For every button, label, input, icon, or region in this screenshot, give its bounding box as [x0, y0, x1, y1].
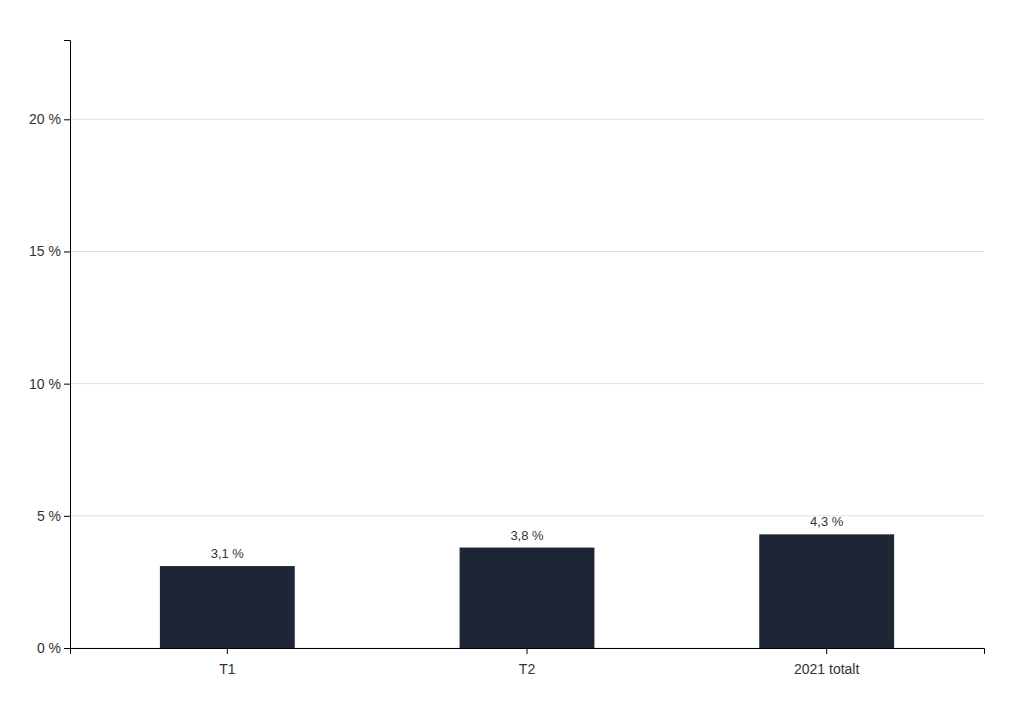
- plot-area: 0 %5 %10 %15 %20 %T1T22021 totalt3,1 %3,…: [29, 41, 984, 677]
- y-tick-mark: [64, 384, 70, 385]
- y-tick-mark: [64, 251, 70, 252]
- bar: [460, 548, 595, 648]
- x-tick-label: T2: [519, 661, 536, 677]
- data-label: 3,1 %: [211, 546, 245, 561]
- x-axis: T1 T2 2021 totalt: [71, 648, 985, 677]
- bar: [759, 534, 894, 648]
- y-tick-label: 0 %: [37, 640, 61, 656]
- y-tick-label: 10 %: [29, 376, 61, 392]
- y-tick-label: 20 %: [29, 111, 61, 127]
- grid-line: [70, 383, 984, 384]
- grid-line: [70, 515, 984, 516]
- x-tick-mark: [527, 648, 528, 654]
- x-tick-label: T1: [219, 661, 236, 677]
- grid: [70, 119, 984, 648]
- x-tick-mark: [227, 648, 228, 654]
- y-tick: 20 %: [29, 111, 70, 127]
- x-tick: T1: [219, 648, 236, 677]
- x-tick-label: 2021 totalt: [794, 661, 859, 677]
- y-tick-mark: [64, 516, 70, 517]
- x-tick: 2021 totalt: [794, 648, 859, 677]
- chart-container: 0 %5 %10 %15 %20 %T1T22021 totalt3,1 %3,…: [0, 0, 1024, 708]
- bar: [160, 566, 295, 648]
- chart-svg: 0 %5 %10 %15 %20 %T1T22021 totalt3,1 %3,…: [0, 0, 1024, 708]
- y-tick-label: 5 %: [37, 508, 61, 524]
- x-tick-mark: [826, 648, 827, 654]
- y-axis: 0 % 5 % 10 % 15 % 20 %: [29, 41, 70, 656]
- x-tick: T2: [519, 648, 536, 677]
- data-label: 4,3 %: [810, 514, 844, 529]
- data-labels: 3,1 % 3,8 % 4,3 %: [211, 514, 844, 561]
- x-axis-line: [71, 649, 985, 655]
- y-axis-line: [64, 41, 71, 649]
- y-tick: 5 %: [37, 508, 70, 524]
- grid-line: [70, 119, 984, 120]
- data-label: 3,8 %: [510, 528, 544, 543]
- y-tick: 0 %: [37, 640, 70, 656]
- y-tick-mark: [64, 648, 70, 649]
- y-tick-mark: [64, 119, 70, 120]
- y-tick: 10 %: [29, 376, 70, 392]
- grid-line: [70, 251, 984, 252]
- bars: [160, 534, 894, 648]
- y-tick: 15 %: [29, 243, 70, 259]
- y-tick-label: 15 %: [29, 243, 61, 259]
